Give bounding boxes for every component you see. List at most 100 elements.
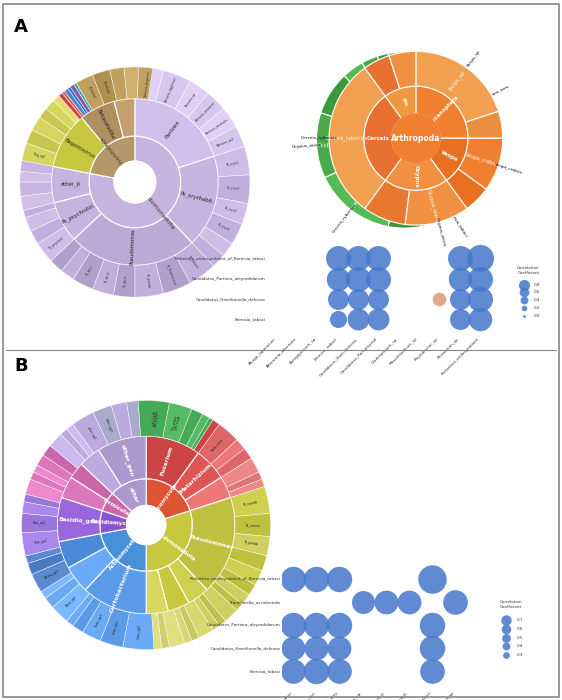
Point (358, 596, 367, 607)
Text: Ps_sp_b: Ps_sp_b (103, 271, 111, 284)
Text: Fus_solani: Fus_solani (170, 414, 178, 430)
Point (335, 620, 344, 630)
Circle shape (114, 161, 156, 203)
Wedge shape (146, 479, 190, 519)
Text: Pseudomonas: Pseudomonas (189, 533, 234, 550)
Text: Ps_oryz3: Ps_oryz3 (223, 206, 237, 214)
Wedge shape (388, 88, 401, 116)
Wedge shape (98, 436, 146, 486)
Wedge shape (93, 260, 119, 295)
Text: green_sp1: green_sp1 (151, 411, 155, 426)
Point (520, 295, 529, 306)
Text: Ps_fluorescens: Ps_fluorescens (165, 263, 178, 286)
Wedge shape (329, 68, 385, 209)
Text: Thecophora_atra: Thecophora_atra (447, 96, 488, 120)
Point (501, 641, 510, 652)
Text: Ps_oryz2: Ps_oryz2 (227, 186, 241, 190)
Wedge shape (216, 449, 251, 477)
Wedge shape (102, 494, 132, 519)
Wedge shape (230, 486, 270, 517)
Wedge shape (199, 227, 232, 256)
Wedge shape (194, 597, 219, 630)
Wedge shape (405, 87, 457, 171)
Wedge shape (211, 582, 242, 610)
Text: other_gen: other_gen (120, 443, 135, 477)
Point (353, 253, 362, 264)
Text: Basidio_gen: Basidio_gen (58, 517, 99, 525)
Wedge shape (430, 139, 468, 181)
Text: Ps_oryzab: Ps_oryzab (243, 500, 259, 507)
Wedge shape (179, 606, 199, 640)
Wedge shape (163, 610, 184, 648)
Wedge shape (135, 262, 164, 297)
Text: 0.3: 0.3 (516, 653, 523, 657)
Wedge shape (110, 67, 127, 101)
Wedge shape (378, 53, 395, 90)
Text: Oppelia: Oppelia (377, 95, 393, 118)
Text: B: B (14, 357, 28, 375)
Wedge shape (81, 102, 124, 147)
Wedge shape (20, 160, 53, 174)
Text: 0.5: 0.5 (516, 636, 523, 640)
Text: Ocypus_olens: Ocypus_olens (434, 218, 446, 248)
Text: Ps_veronii: Ps_veronii (187, 255, 200, 270)
Wedge shape (46, 578, 79, 608)
Text: 0.4: 0.4 (533, 298, 540, 302)
Wedge shape (138, 67, 153, 99)
Wedge shape (74, 83, 92, 111)
Text: Fus_oxyspo: Fus_oxyspo (153, 410, 159, 428)
Wedge shape (187, 414, 210, 449)
Point (335, 573, 344, 584)
Point (520, 287, 529, 298)
Wedge shape (398, 87, 405, 116)
Wedge shape (74, 214, 192, 265)
Text: Ps_psychro1: Ps_psychro1 (48, 236, 65, 250)
Circle shape (126, 505, 166, 545)
Wedge shape (22, 143, 56, 167)
Wedge shape (22, 531, 60, 556)
Text: BetaSat2: BetaSat2 (102, 80, 110, 94)
Wedge shape (52, 167, 90, 203)
Wedge shape (22, 502, 59, 517)
Wedge shape (89, 136, 181, 228)
Point (312, 643, 321, 654)
Text: Basi_sp2: Basi_sp2 (33, 522, 46, 526)
Wedge shape (81, 450, 121, 494)
Wedge shape (174, 608, 192, 643)
Wedge shape (68, 547, 115, 590)
Wedge shape (187, 414, 213, 450)
Text: Cerceis_rybensis: Cerceis_rybensis (325, 135, 368, 141)
Wedge shape (146, 436, 198, 488)
Wedge shape (416, 51, 498, 122)
Wedge shape (179, 410, 203, 446)
Wedge shape (229, 547, 267, 570)
Wedge shape (178, 498, 235, 590)
Point (455, 314, 464, 325)
Wedge shape (198, 594, 225, 626)
Wedge shape (465, 111, 503, 139)
Text: Curtobacterium: Curtobacterium (109, 563, 133, 613)
Wedge shape (100, 608, 129, 648)
Wedge shape (205, 213, 242, 244)
Wedge shape (203, 586, 237, 621)
Point (501, 623, 510, 634)
Point (353, 293, 362, 304)
Point (374, 273, 383, 284)
Wedge shape (61, 246, 90, 279)
Wedge shape (389, 51, 416, 89)
Wedge shape (54, 193, 102, 239)
Point (520, 310, 529, 321)
Point (333, 314, 342, 325)
Wedge shape (192, 418, 213, 450)
Point (405, 596, 414, 607)
Text: green_sp2: green_sp2 (172, 414, 180, 430)
Text: Betasatellite: Betasatellite (96, 108, 115, 141)
Wedge shape (138, 400, 170, 438)
Point (289, 573, 298, 584)
Wedge shape (26, 130, 61, 154)
Wedge shape (76, 75, 104, 110)
Point (289, 620, 298, 630)
Point (374, 293, 383, 304)
Point (455, 273, 464, 284)
Text: Pseudomonas: Pseudomonas (130, 228, 136, 265)
